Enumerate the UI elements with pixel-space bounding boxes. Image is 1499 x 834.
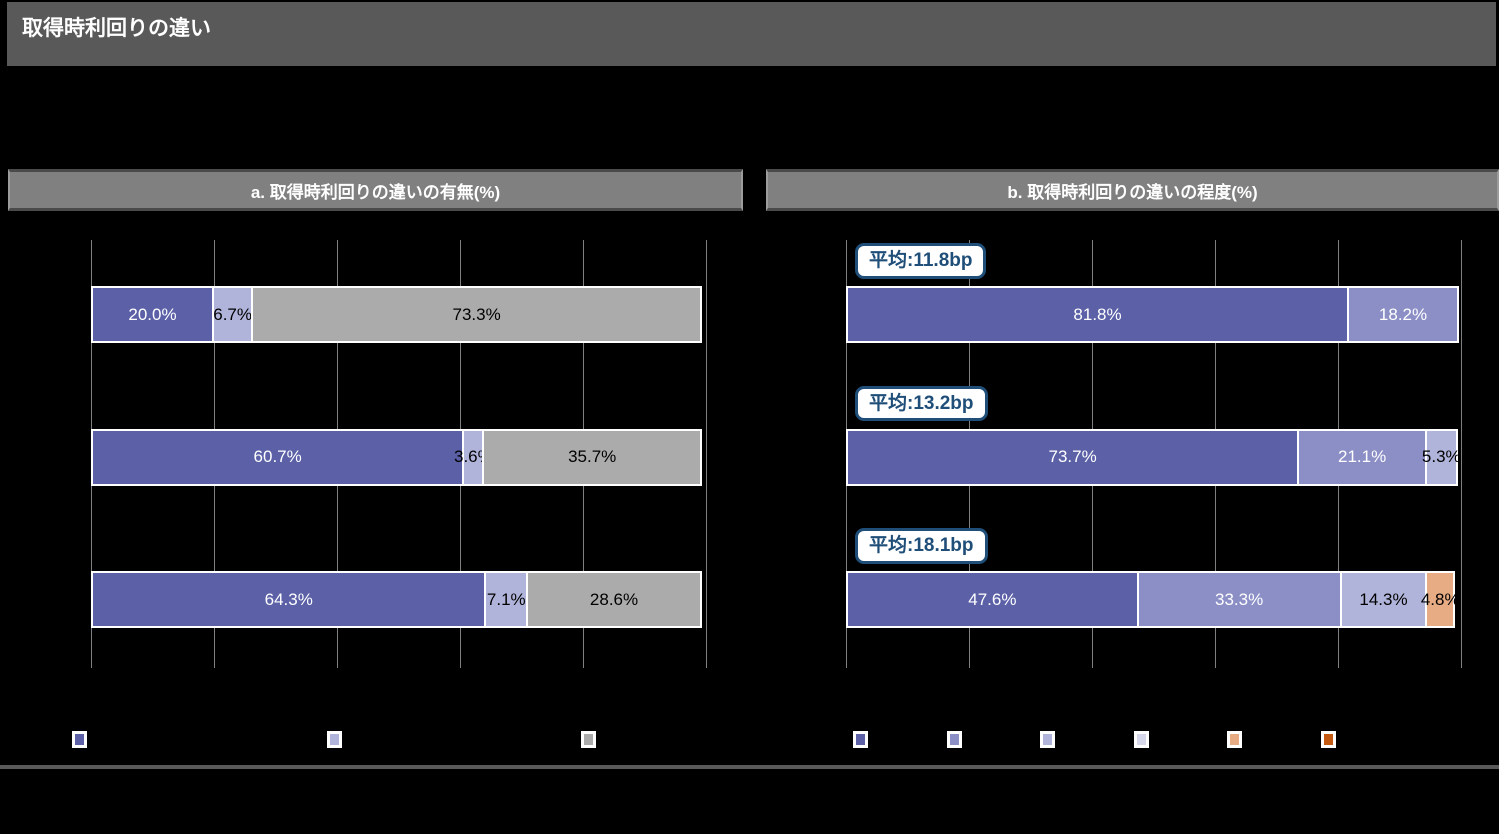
legend-color-chip <box>1230 734 1239 745</box>
legend-swatch <box>1227 731 1242 748</box>
bar-segment: 3.6% <box>454 428 493 486</box>
panel-header-a-label: a. 取得時利回りの違いの有無(%) <box>250 182 501 202</box>
legend-swatch <box>1040 731 1055 748</box>
chart-a-plot: 20.0% 6.7% 73.3% 60.7% 3.6% 35.7% 64.3% 7.1% 28.… <box>91 240 707 668</box>
bar-row: 73.7% 21.1% 5.3% <box>846 428 1461 486</box>
bar-segment: 33.3% <box>1136 571 1342 629</box>
bar-row: 47.6% 33.3% 14.3% 4.8% <box>846 571 1461 629</box>
chart-b-plot: 平均:11.8bp 81.8% 18.2% 平均:13.2bp 73.7% 21.1% 5.… <box>846 240 1462 668</box>
panel-header-b-label: b. 取得時利回りの違いの程度(%) <box>1007 182 1258 202</box>
legend-color-chip <box>950 734 959 745</box>
bar-row: 81.8% 18.2% <box>846 286 1461 343</box>
bar-segment: 73.3% <box>251 286 702 343</box>
mean-badge: 平均:18.1bp <box>855 528 988 565</box>
bar-segment: 18.2% <box>1347 286 1459 343</box>
legend-color-chip <box>75 734 84 745</box>
bar-segment: 14.3% <box>1339 571 1428 629</box>
title-bar: 取得時利回りの違い <box>7 2 1496 66</box>
bar-segment: 60.7% <box>91 428 465 486</box>
bar-segment: 35.7% <box>482 428 702 486</box>
legend-swatch <box>72 731 87 748</box>
gridline <box>1461 240 1462 668</box>
mean-badge: 平均:13.2bp <box>855 385 988 422</box>
bar-segment: 64.3% <box>91 571 487 629</box>
bar-segment: 47.6% <box>846 571 1139 629</box>
legend-swatch <box>1134 731 1149 748</box>
bar-segment: 5.3% <box>1422 428 1461 486</box>
panel-header-b: b. 取得時利回りの違いの程度(%) <box>766 169 1499 211</box>
legend-color-chip <box>1324 734 1333 745</box>
legend-color-chip <box>584 734 593 745</box>
bar-segment: 6.7% <box>212 286 254 343</box>
legend-color-chip <box>1137 734 1146 745</box>
legend-swatch <box>327 731 342 748</box>
bar-segment: 73.7% <box>846 428 1300 486</box>
footer-divider <box>0 765 1499 769</box>
legend-swatch <box>581 731 596 748</box>
bar-segment: 28.6% <box>526 571 702 629</box>
legend-color-chip <box>330 734 339 745</box>
bar-segment: 20.0% <box>91 286 214 343</box>
bar-segment: 7.1% <box>484 571 529 629</box>
legend-color-chip <box>1043 734 1052 745</box>
bar-row: 20.0% 6.7% 73.3% <box>91 286 706 343</box>
legend-swatch <box>853 731 868 748</box>
panel-header-a: a. 取得時利回りの違いの有無(%) <box>8 169 743 211</box>
bar-row: 64.3% 7.1% 28.6% <box>91 571 706 629</box>
bar-row: 60.7% 3.6% 35.7% <box>91 428 706 486</box>
legend-color-chip <box>856 734 865 745</box>
gridline <box>706 240 707 668</box>
bar-segment: 21.1% <box>1297 428 1427 486</box>
bar-segment: 81.8% <box>846 286 1350 343</box>
legend-swatch <box>947 731 962 748</box>
mean-badge: 平均:11.8bp <box>855 243 987 279</box>
bar-segment: 4.8% <box>1421 571 1460 629</box>
page-title: 取得時利回りの違い <box>22 17 211 40</box>
legend-swatch <box>1321 731 1336 748</box>
